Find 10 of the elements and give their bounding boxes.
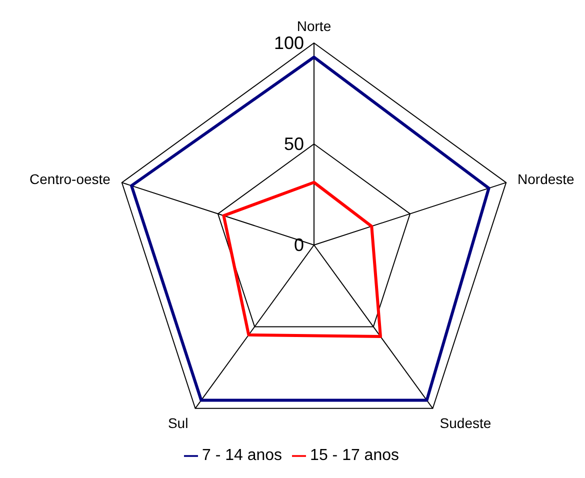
y-tick-label: 0 <box>294 235 304 255</box>
spoke-label: Norte <box>296 18 332 34</box>
spoke-label: Sul <box>168 415 188 432</box>
legend-label: 15 - 17 anos <box>310 447 399 464</box>
spoke-label: Centro-oeste <box>30 170 111 187</box>
spoke-label: Nordeste <box>518 170 575 187</box>
spoke-label: Sudeste <box>440 415 492 432</box>
y-tick-label: 100 <box>274 33 304 53</box>
legend-label: 7 - 14 anos <box>202 447 282 464</box>
y-tick-label: 50 <box>284 134 304 154</box>
